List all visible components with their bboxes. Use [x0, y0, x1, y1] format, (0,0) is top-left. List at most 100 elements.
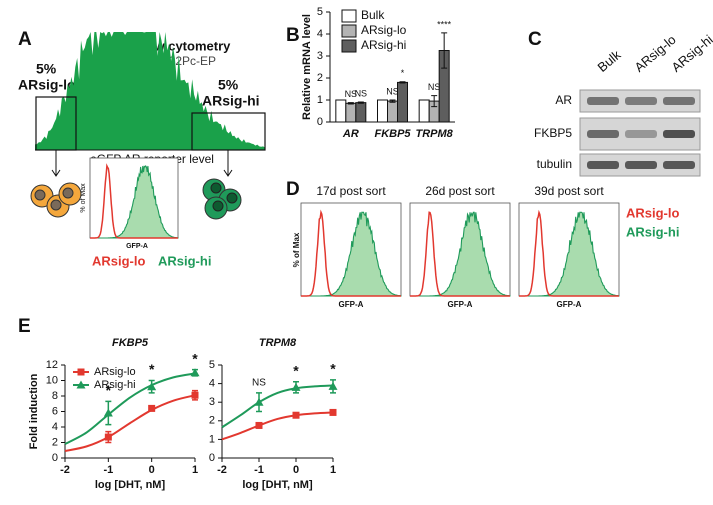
bar	[335, 99, 347, 123]
x-tick-label: 1	[330, 464, 336, 476]
y-tick-label: 5	[317, 6, 323, 18]
y-tick-label: 10	[46, 374, 58, 386]
x-tick-label: -1	[103, 464, 113, 476]
fit-curve	[221, 384, 334, 429]
green-histogram	[519, 211, 620, 297]
y-tick-label: 1	[209, 433, 215, 445]
error-bar	[357, 101, 364, 104]
data-point	[254, 397, 264, 406]
significance: NS	[345, 89, 358, 99]
x-tick-label: 1	[192, 464, 198, 476]
y-tick-label: 4	[317, 28, 323, 40]
band-label: FKBP5	[534, 126, 572, 140]
lane-label: ARsig-hi	[668, 32, 713, 75]
band-label: AR	[555, 93, 572, 107]
x-label: log [DHT, nM]	[95, 479, 166, 491]
panel-label: E	[18, 316, 31, 337]
data-point	[191, 391, 199, 399]
y-tick-label: 8	[52, 390, 58, 402]
bar	[387, 100, 398, 123]
gate-label: ARsig-hi	[202, 93, 260, 109]
y-tick-label: 12	[46, 359, 58, 371]
panel-label: D	[286, 179, 300, 200]
significance: NS	[355, 88, 368, 98]
d-y-label: % of Max	[292, 232, 301, 267]
band	[587, 130, 619, 138]
x-tick-label: 0	[149, 464, 155, 476]
band	[625, 97, 657, 105]
y-tick-label: 3	[209, 396, 215, 408]
band	[625, 161, 657, 169]
x-tick-label: -1	[254, 464, 264, 476]
arrow-head	[51, 169, 61, 177]
legend-label: ARsig-lo	[92, 253, 146, 268]
error-bar	[441, 32, 448, 69]
bar	[355, 102, 367, 123]
error-bar	[347, 102, 354, 105]
red-histogram	[90, 163, 178, 239]
d-title: 17d post sort	[316, 184, 386, 198]
data-point	[328, 381, 338, 390]
x-tick-label: 0	[293, 464, 299, 476]
y-tick-label: 0	[52, 452, 58, 464]
fit-curve	[64, 372, 196, 445]
x-tick-label: TRPM8	[416, 128, 454, 140]
d-x-label: GFP-A	[339, 300, 364, 309]
y-tick-label: 5	[209, 359, 215, 371]
x-tick-label: AR	[342, 128, 359, 140]
legend-label: Bulk	[361, 8, 385, 22]
chart-title: FKBP5	[112, 337, 149, 349]
band	[663, 161, 695, 169]
legend-label: ARsig-hi	[361, 38, 406, 52]
d-x-label: GFP-A	[448, 300, 473, 309]
band-label: tubulin	[537, 157, 572, 171]
y-tick-label: 2	[52, 436, 58, 448]
legend-swatch	[341, 9, 357, 23]
y-tick-label: 4	[52, 421, 58, 433]
band	[663, 97, 695, 105]
nucleus	[50, 199, 62, 211]
gate-percent: 5%	[218, 77, 239, 93]
legend-label: ARsig-lo	[361, 23, 407, 37]
legend-marker	[76, 380, 86, 389]
gate-percent: 5%	[36, 61, 57, 77]
d-x-label: GFP-A	[557, 300, 582, 309]
fit-curve	[221, 411, 334, 441]
green-histogram	[90, 165, 179, 239]
red-histogram	[410, 211, 510, 297]
significance: *	[149, 361, 155, 377]
nucleus	[210, 182, 222, 194]
legend-marker	[77, 368, 85, 376]
band	[587, 161, 619, 169]
data-point	[329, 408, 337, 416]
bar	[377, 99, 388, 123]
bar	[397, 81, 408, 123]
inset-x-label: GFP-A	[126, 243, 148, 250]
legend-swatch	[341, 24, 357, 38]
significance: *	[330, 361, 336, 377]
panel-label: A	[18, 29, 32, 50]
flow-histogram	[35, 32, 265, 150]
band	[663, 130, 695, 138]
green-histogram	[410, 211, 511, 297]
error-bar	[431, 95, 438, 108]
green-histogram	[301, 211, 402, 297]
y-label: Relative mRNA level	[301, 14, 313, 120]
significance: *	[106, 382, 112, 398]
significance: NS	[252, 378, 266, 389]
red-histogram	[519, 209, 619, 297]
nucleus	[62, 187, 74, 199]
band	[587, 97, 619, 105]
legend-label: ARsig-hi	[94, 379, 136, 391]
legend-label: ARsig-hi	[626, 224, 679, 239]
data-point	[103, 408, 113, 417]
error-bar	[389, 99, 396, 103]
data-point	[104, 433, 112, 441]
significance: *	[401, 68, 405, 78]
y-tick-label: 3	[317, 50, 323, 62]
panel-label: B	[286, 25, 300, 46]
arrow-head	[223, 169, 233, 177]
data-point	[148, 404, 156, 412]
legend-label: ARsig-lo	[94, 366, 136, 378]
